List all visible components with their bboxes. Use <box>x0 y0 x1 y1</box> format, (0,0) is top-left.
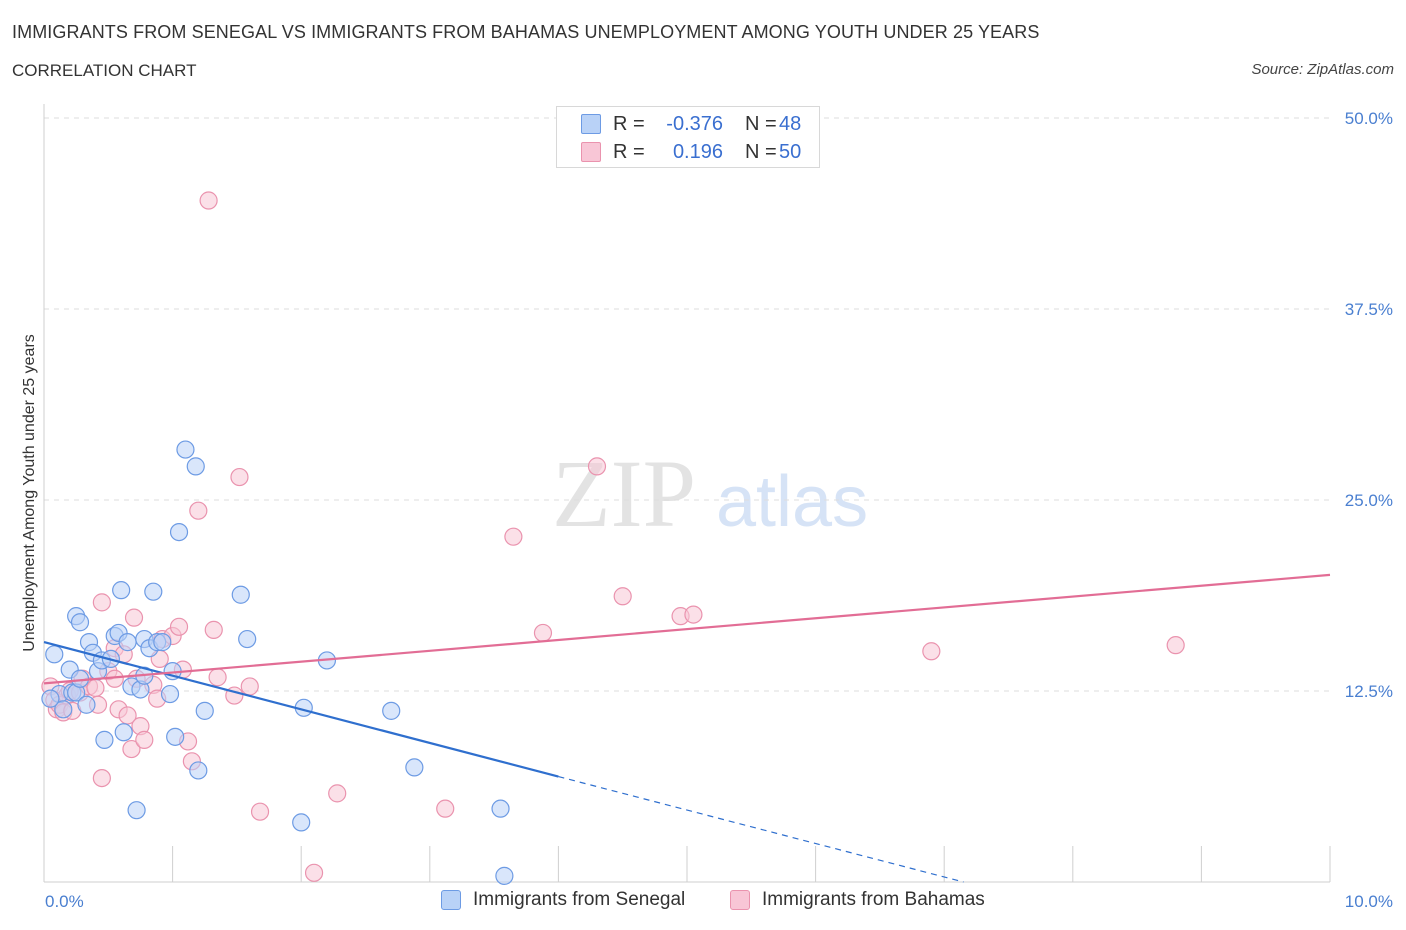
bahamas-point <box>189 501 208 520</box>
senegal-point <box>118 633 137 652</box>
bahamas-point <box>533 623 553 643</box>
x-tick-label: 10.0% <box>1345 892 1393 911</box>
senegal-point <box>54 700 73 719</box>
bahamas-point <box>1166 636 1185 655</box>
bahamas-swatch <box>581 142 601 162</box>
senegal-point <box>238 629 257 649</box>
y-tick-label: 12.5% <box>1345 682 1393 701</box>
senegal-points <box>41 440 514 885</box>
bahamas-point <box>92 593 111 612</box>
senegal-legend-label: Immigrants from Senegal <box>473 889 686 910</box>
y-axis-label: Unemployment Among Youth under 25 years <box>21 334 38 652</box>
y-tick-label: 50.0% <box>1345 109 1393 128</box>
grid-lines <box>44 117 1330 692</box>
senegal-point <box>166 727 185 746</box>
senegal-point <box>495 866 514 885</box>
bahamas-point <box>436 799 455 818</box>
watermark-zip: ZIP <box>552 440 696 547</box>
watermark: ZIP atlas <box>552 440 868 547</box>
tick-labels: 12.5% 25.0% 37.5% 50.0% 0.0% 10.0% <box>45 109 1393 911</box>
bahamas-point <box>922 642 941 661</box>
bahamas-point <box>204 620 223 639</box>
legend-r-value: 0.196 <box>672 140 723 163</box>
legend-item-bahamas[interactable]: Immigrants from Bahamas <box>730 889 985 911</box>
y-tick-label: 25.0% <box>1345 491 1393 510</box>
bahamas-point <box>199 191 218 210</box>
bahamas-legend-swatch <box>730 890 750 910</box>
legend-r-label: R = <box>613 140 645 163</box>
legend-item-senegal[interactable]: Immigrants from Senegal <box>441 889 685 911</box>
legend-n-label: N = <box>745 112 777 135</box>
bahamas-point <box>92 768 111 788</box>
senegal-point <box>153 633 172 652</box>
senegal-point <box>189 761 208 780</box>
bahamas-point <box>169 617 189 636</box>
bahamas-point <box>230 467 249 487</box>
bahamas-point <box>328 784 347 803</box>
senegal-point <box>114 723 133 742</box>
bahamas-point <box>124 608 144 627</box>
senegal-point <box>77 695 96 714</box>
x-tick-label: 0.0% <box>45 892 84 911</box>
senegal-point <box>491 799 510 818</box>
source-note: Source: ZipAtlas.com <box>1251 61 1394 78</box>
senegal-point <box>127 801 146 820</box>
bahamas-point <box>250 802 270 821</box>
bahamas-point <box>240 677 259 696</box>
bahamas-legend-label: Immigrants from Bahamas <box>762 889 985 910</box>
senegal-point <box>195 701 214 720</box>
bahamas-point <box>122 739 141 759</box>
senegal-point <box>160 684 180 704</box>
y-tick-label: 37.5% <box>1345 300 1393 319</box>
legend-row-bahamas: R = 0.196 N = 50 <box>581 140 801 164</box>
legend-row-senegal: R = -0.376 N = 48 <box>581 112 801 136</box>
senegal-point <box>41 689 60 708</box>
senegal-point <box>292 813 311 832</box>
bahamas-point <box>304 863 324 882</box>
senegal-point <box>144 582 163 601</box>
stats-legend: R = -0.376 N = 48 R = 0.196 N = 50 <box>556 106 820 168</box>
senegal-trend-extension <box>558 775 964 883</box>
bahamas-point <box>135 730 154 749</box>
bahamas-point <box>118 706 137 725</box>
bahamas-trend-line <box>43 573 1331 685</box>
legend-n-value: 48 <box>779 112 802 135</box>
chart-subtitle: CORRELATION CHART <box>12 61 197 80</box>
senegal-point <box>169 522 189 542</box>
trend-lines <box>43 573 1331 883</box>
legend-r-label: R = <box>613 112 645 135</box>
bahamas-point <box>684 605 703 624</box>
bahamas-point <box>208 668 227 687</box>
watermark-atlas: atlas <box>716 462 868 542</box>
senegal-point <box>186 457 205 476</box>
senegal-point <box>231 585 250 604</box>
legend-n-label: N = <box>745 140 777 163</box>
bahamas-point <box>587 457 607 476</box>
senegal-point <box>45 645 64 664</box>
senegal-trend-line <box>43 641 559 778</box>
chart-title: IMMIGRANTS FROM SENEGAL VS IMMIGRANTS FR… <box>12 22 1040 42</box>
axes <box>43 104 1331 883</box>
senegal-point <box>95 730 114 749</box>
senegal-point <box>405 758 424 777</box>
bahamas-point <box>613 587 632 606</box>
senegal-point <box>176 440 195 459</box>
senegal-point <box>70 613 90 632</box>
bahamas-point <box>504 527 523 546</box>
senegal-point <box>112 581 131 600</box>
senegal-point <box>382 701 401 720</box>
legend-n-value: 50 <box>779 140 802 163</box>
legend-r-value: -0.376 <box>666 112 723 135</box>
senegal-swatch <box>581 114 601 134</box>
bahamas-point <box>86 678 105 698</box>
senegal-legend-swatch <box>441 890 461 910</box>
